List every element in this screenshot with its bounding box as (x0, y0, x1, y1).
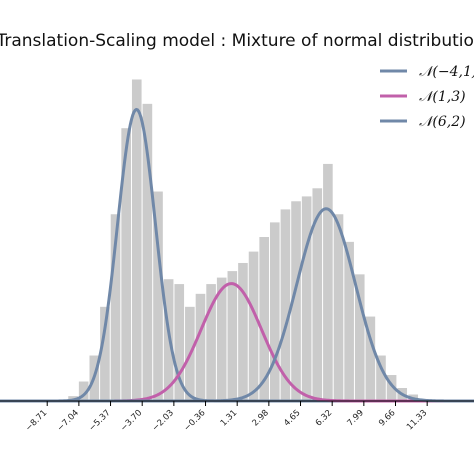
x-tick-label: −8.71 (24, 408, 50, 434)
histogram-bar (195, 293, 206, 401)
histogram-bar (216, 277, 227, 401)
x-tick-label: −0.36 (182, 408, 208, 434)
histogram-bar (131, 79, 142, 401)
chart-title: Translation-Scaling model : Mixture of n… (0, 31, 474, 51)
x-tick-label: 1.31 (219, 408, 239, 428)
x-tick-label: 11.33 (405, 408, 429, 432)
histogram-bar (259, 236, 269, 401)
histogram-bar (227, 271, 238, 401)
x-tick-label: −2.03 (150, 408, 176, 434)
histogram-bar (333, 214, 344, 401)
histogram-bar (121, 128, 131, 401)
histogram-bar (100, 306, 110, 401)
histogram-bar (248, 251, 259, 401)
histogram-bar (344, 241, 354, 401)
legend-label: 𝒩(−4,1) (419, 64, 474, 80)
histogram-bar (312, 188, 323, 401)
histogram-bar (110, 214, 121, 401)
histogram-bar (386, 375, 397, 401)
x-tick-label: −5.37 (87, 408, 113, 434)
histogram-bar (301, 196, 312, 401)
x-tick-label: −3.70 (119, 408, 145, 434)
histogram-bar (291, 201, 301, 401)
histogram-bar (365, 316, 376, 401)
x-tick-label: −7.04 (55, 408, 81, 434)
histogram-bar (238, 262, 248, 401)
x-tick-label: 6.32 (314, 408, 334, 428)
histogram-bar (323, 163, 333, 401)
x-tick-label: 9.66 (377, 408, 397, 428)
histogram (68, 79, 419, 401)
legend: 𝒩(−4,1) 𝒩(1,3) 𝒩(6,2) (380, 64, 474, 130)
histogram-bar (174, 284, 185, 401)
x-tick-label: 2.98 (251, 408, 271, 428)
histogram-bar (78, 381, 89, 401)
x-axis-ticks: −8.71 −7.04 −5.37 −3.70 −2.03 −0.36 1.31 2.98 4.… (24, 401, 429, 434)
histogram-bar (280, 209, 291, 401)
histogram-bar (142, 103, 153, 401)
x-tick-label: 7.99 (346, 408, 366, 428)
legend-label: 𝒩(6,2) (419, 114, 466, 130)
histogram-bar (354, 274, 365, 401)
x-tick-label: 4.65 (282, 408, 302, 428)
histogram-bar (269, 222, 280, 401)
histogram-bar (206, 284, 216, 401)
legend-label: 𝒩(1,3) (419, 89, 466, 105)
histogram-bar (376, 355, 386, 401)
histogram-bar (153, 191, 163, 401)
